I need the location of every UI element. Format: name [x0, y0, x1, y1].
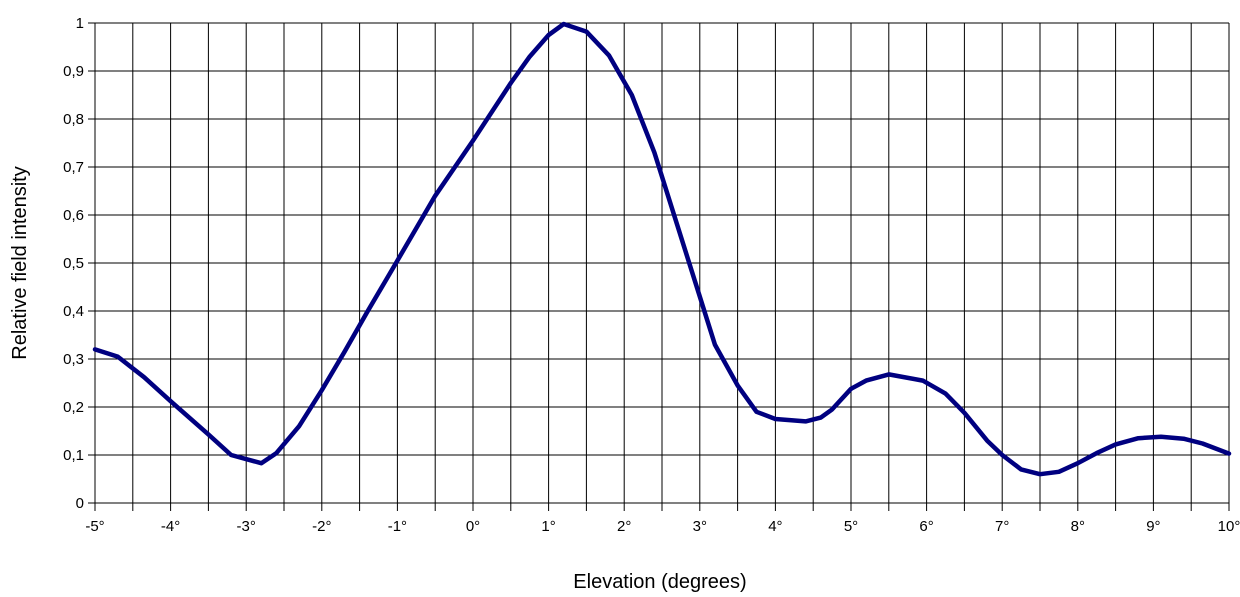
x-tick-label: -3°	[237, 518, 256, 535]
x-axis-title: Elevation (degrees)	[573, 571, 746, 593]
x-tick-labels: -5° -4° -3° -2° -1° 0° 1° 2° 3° 4° 5° 6° 7° 8° 9° 10°	[85, 518, 1240, 535]
y-tick-label: 0,1	[63, 447, 84, 464]
y-tick-label: 0,5	[63, 255, 84, 272]
y-tick-label: 0,3	[63, 351, 84, 368]
x-tick-label: 3°	[693, 518, 707, 535]
x-tick-label: 0°	[466, 518, 480, 535]
y-tick-label: 0	[76, 495, 84, 512]
y-tick-label: 0,4	[63, 303, 84, 320]
x-tick-label: 2°	[617, 518, 631, 535]
x-tick-label: -1°	[388, 518, 407, 535]
x-tick-label: -2°	[312, 518, 331, 535]
series-line	[92, 21, 1232, 477]
y-tick-label: 0,7	[63, 159, 84, 176]
x-tick-label: 10°	[1218, 518, 1240, 535]
x-tick-label: 8°	[1071, 518, 1085, 535]
x-tick-label: 6°	[919, 518, 933, 535]
y-tick-label: 1	[76, 15, 84, 32]
y-tick-label: 0,9	[63, 63, 84, 80]
x-tick-label: 7°	[995, 518, 1009, 535]
x-tick-label: 4°	[768, 518, 782, 535]
y-tick-label: 0,6	[63, 207, 84, 224]
x-tick-label: 9°	[1146, 518, 1160, 535]
grid	[94, 22, 1230, 504]
y-tick-label: 0,2	[63, 399, 84, 416]
x-tick-label: 5°	[844, 518, 858, 535]
axis-ticks	[88, 22, 1230, 511]
x-tick-label: 1°	[541, 518, 555, 535]
x-tick-label: -5°	[85, 518, 104, 535]
y-tick-label: 0,8	[63, 111, 84, 128]
y-tick-labels: 0 0,1 0,2 0,3 0,4 0,5 0,6 0,7 0,8 0,9 1	[63, 15, 84, 512]
y-axis-title: Relative field intensity	[9, 166, 31, 359]
x-tick-label: -4°	[161, 518, 180, 535]
